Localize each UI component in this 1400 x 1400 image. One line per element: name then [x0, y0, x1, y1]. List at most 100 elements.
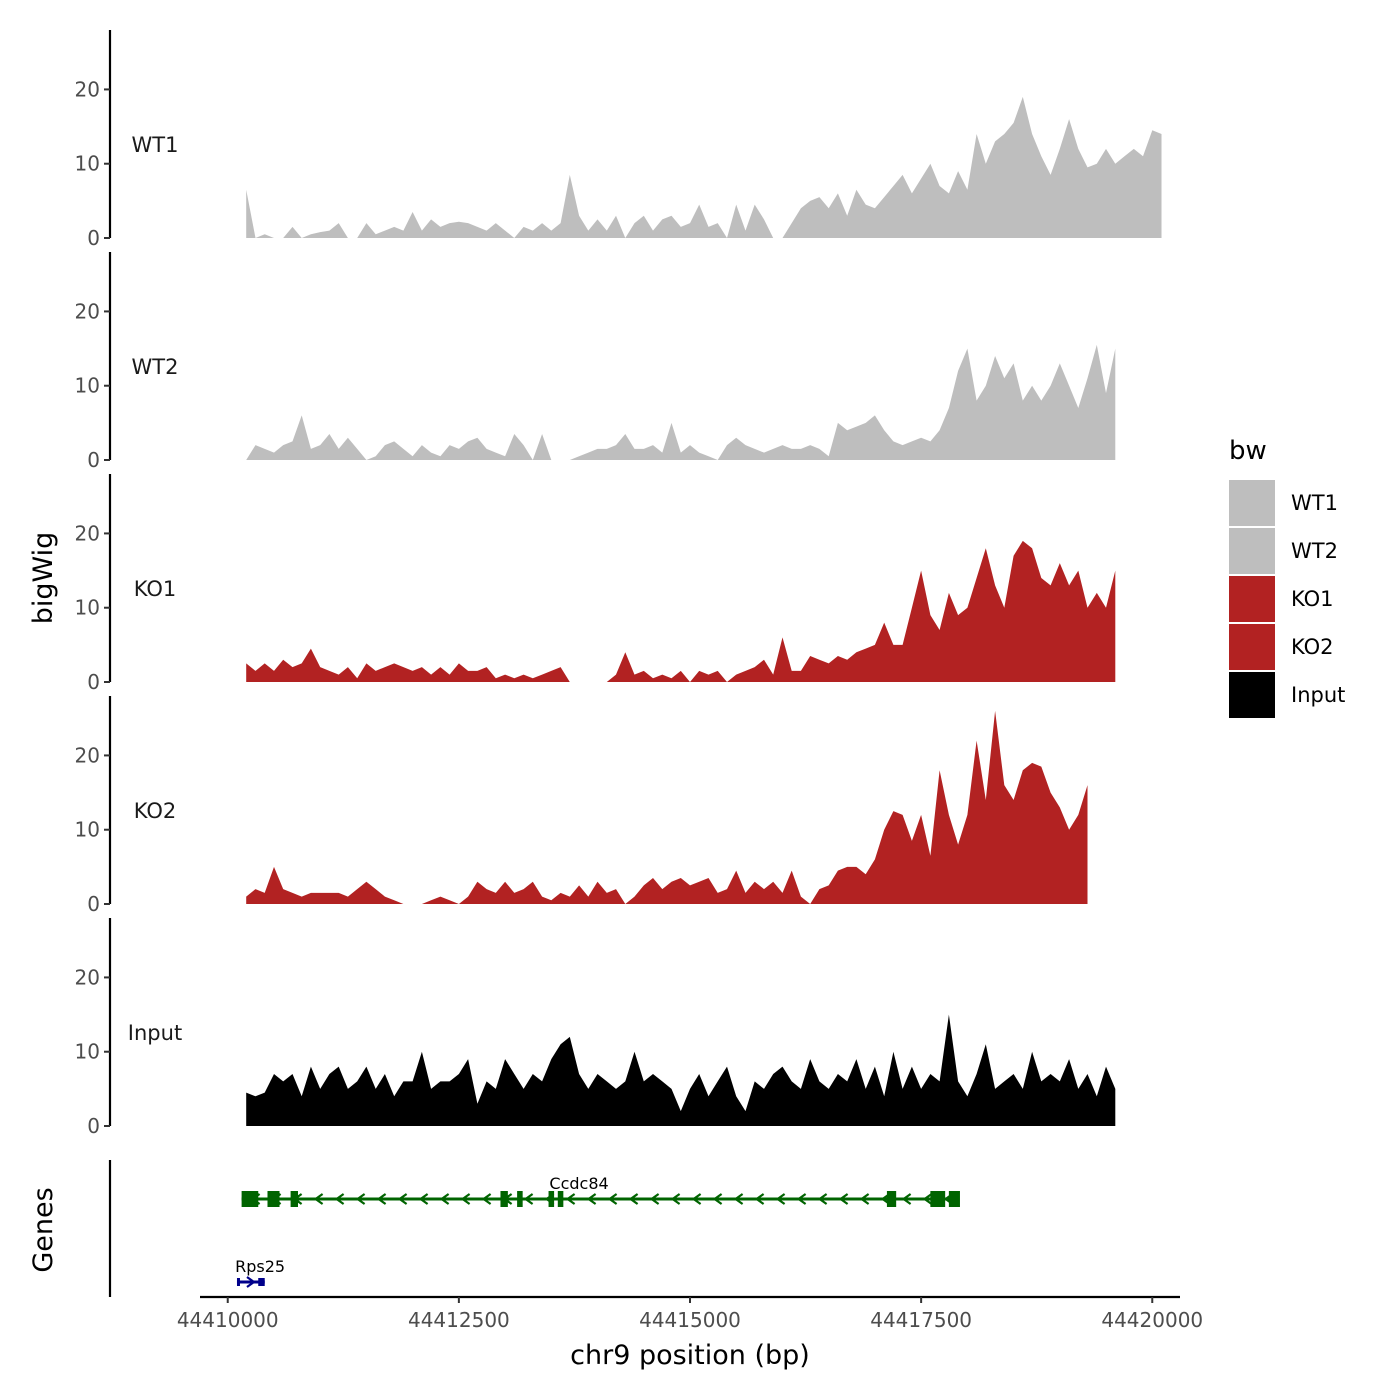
y-tick-label: 20 [75, 965, 100, 989]
legend-label: KO1 [1291, 587, 1334, 611]
legend-swatch [1229, 576, 1275, 622]
track-ko1: 0 10 20 KO1 [75, 474, 1116, 694]
track-label: Input [128, 1021, 182, 1045]
signal-area-input [246, 1014, 1116, 1126]
y-tick-label: 0 [87, 892, 100, 916]
y-tick-label: 0 [87, 670, 100, 694]
legend-item-ko1: KO1 [1229, 576, 1334, 622]
strand-arrow [691, 1193, 702, 1205]
genes-panel: Ccdc84 Rps25 [108, 1160, 960, 1297]
signal-area-wt1 [246, 96, 1162, 239]
x-tick-label: 44415000 [639, 1308, 741, 1332]
y-tick-label: 20 [75, 299, 100, 323]
signal-area-ko1 [246, 540, 1116, 682]
strand-arrow [607, 1193, 618, 1205]
strand-arrow [246, 1276, 256, 1288]
legend-swatch [1229, 528, 1275, 574]
genes-axis-title: Genes [28, 1187, 59, 1272]
legend-label: WT2 [1291, 539, 1338, 563]
legend-item-wt1: WT1 [1229, 480, 1338, 526]
y-tick-label: 10 [75, 596, 100, 620]
strand-arrow [334, 1193, 345, 1205]
track-input: 0 10 20 Input [75, 918, 1116, 1138]
exon [948, 1191, 960, 1207]
strand-arrow [901, 1193, 912, 1205]
strand-arrow [313, 1193, 324, 1205]
track-wt1: 0 10 20 WT1 [75, 30, 1162, 250]
strand-arrow [376, 1193, 387, 1205]
gene-ccdc84: Ccdc84 [241, 1174, 960, 1207]
strand-arrow [733, 1193, 744, 1205]
exon [557, 1191, 564, 1207]
exon [236, 1278, 240, 1286]
strand-arrow [796, 1193, 807, 1205]
y-tick-label: 10 [75, 152, 100, 176]
track-label: KO2 [134, 799, 177, 823]
y-tick-label: 0 [87, 226, 100, 250]
strand-arrow [418, 1193, 429, 1205]
signal-area-wt2 [246, 344, 1116, 460]
exon [290, 1191, 298, 1207]
strand-arrow [586, 1193, 597, 1205]
legend-item-wt2: WT2 [1229, 528, 1338, 574]
gene-label: Ccdc84 [549, 1174, 608, 1193]
strand-arrow [523, 1193, 534, 1205]
legend-swatch [1229, 672, 1275, 718]
signal-area-ko2 [246, 710, 1088, 904]
exon [548, 1191, 555, 1207]
track-wt2: 0 10 20 WT2 [75, 252, 1116, 472]
legend-item-ko2: KO2 [1229, 624, 1334, 670]
track-label: WT2 [132, 355, 179, 379]
strand-arrow [817, 1193, 828, 1205]
strand-arrow [355, 1193, 366, 1205]
exon [500, 1191, 508, 1207]
strand-arrow [775, 1193, 786, 1205]
y-tick-label: 10 [75, 374, 100, 398]
x-tick-label: 44410000 [177, 1308, 279, 1332]
track-label: WT1 [132, 133, 179, 157]
y-tick-label: 20 [75, 743, 100, 767]
legend: bw WT1 WT2 KO1 KO2 Input [1229, 436, 1345, 718]
track-label: KO1 [134, 577, 177, 601]
strand-arrow [922, 1193, 933, 1205]
exon [930, 1191, 946, 1207]
strand-arrow [397, 1193, 408, 1205]
x-axis: 44410000 44412500 44415000 44417500 44420000 [177, 1295, 1203, 1332]
legend-title: bw [1229, 436, 1267, 466]
strand-arrow [712, 1193, 723, 1205]
y-tick-label: 10 [75, 1040, 100, 1064]
legend-item-input: Input [1229, 672, 1345, 718]
x-tick-label: 44412500 [408, 1308, 510, 1332]
y-tick-label: 20 [75, 521, 100, 545]
x-tick-label: 44420000 [1101, 1308, 1203, 1332]
strand-arrow [838, 1193, 849, 1205]
strand-arrow [628, 1193, 639, 1205]
strand-arrow [754, 1193, 765, 1205]
exon [258, 1278, 265, 1286]
strand-arrow [481, 1193, 492, 1205]
x-tick-label: 44417500 [870, 1308, 972, 1332]
legend-label: KO2 [1291, 635, 1334, 659]
strand-arrow [460, 1193, 471, 1205]
legend-swatch [1229, 480, 1275, 526]
y-tick-label: 10 [75, 818, 100, 842]
exon [267, 1191, 280, 1207]
legend-swatch [1229, 624, 1275, 670]
x-axis-title: chr9 position (bp) [570, 1340, 810, 1371]
strand-arrow [565, 1193, 576, 1205]
exon [241, 1191, 259, 1207]
gene-label: Rps25 [235, 1257, 285, 1276]
strand-arrow [670, 1193, 681, 1205]
exon [517, 1191, 523, 1207]
y-axis-title: bigWig [28, 532, 59, 625]
strand-arrow [859, 1193, 870, 1205]
gene-rps25: Rps25 [235, 1257, 285, 1288]
strand-arrow [439, 1193, 450, 1205]
y-tick-label: 20 [75, 77, 100, 101]
strand-arrow [649, 1193, 660, 1205]
track-ko2: 0 10 20 KO2 [75, 696, 1088, 916]
legend-label: WT1 [1291, 491, 1338, 515]
legend-label: Input [1291, 683, 1345, 707]
y-tick-label: 0 [87, 1114, 100, 1138]
